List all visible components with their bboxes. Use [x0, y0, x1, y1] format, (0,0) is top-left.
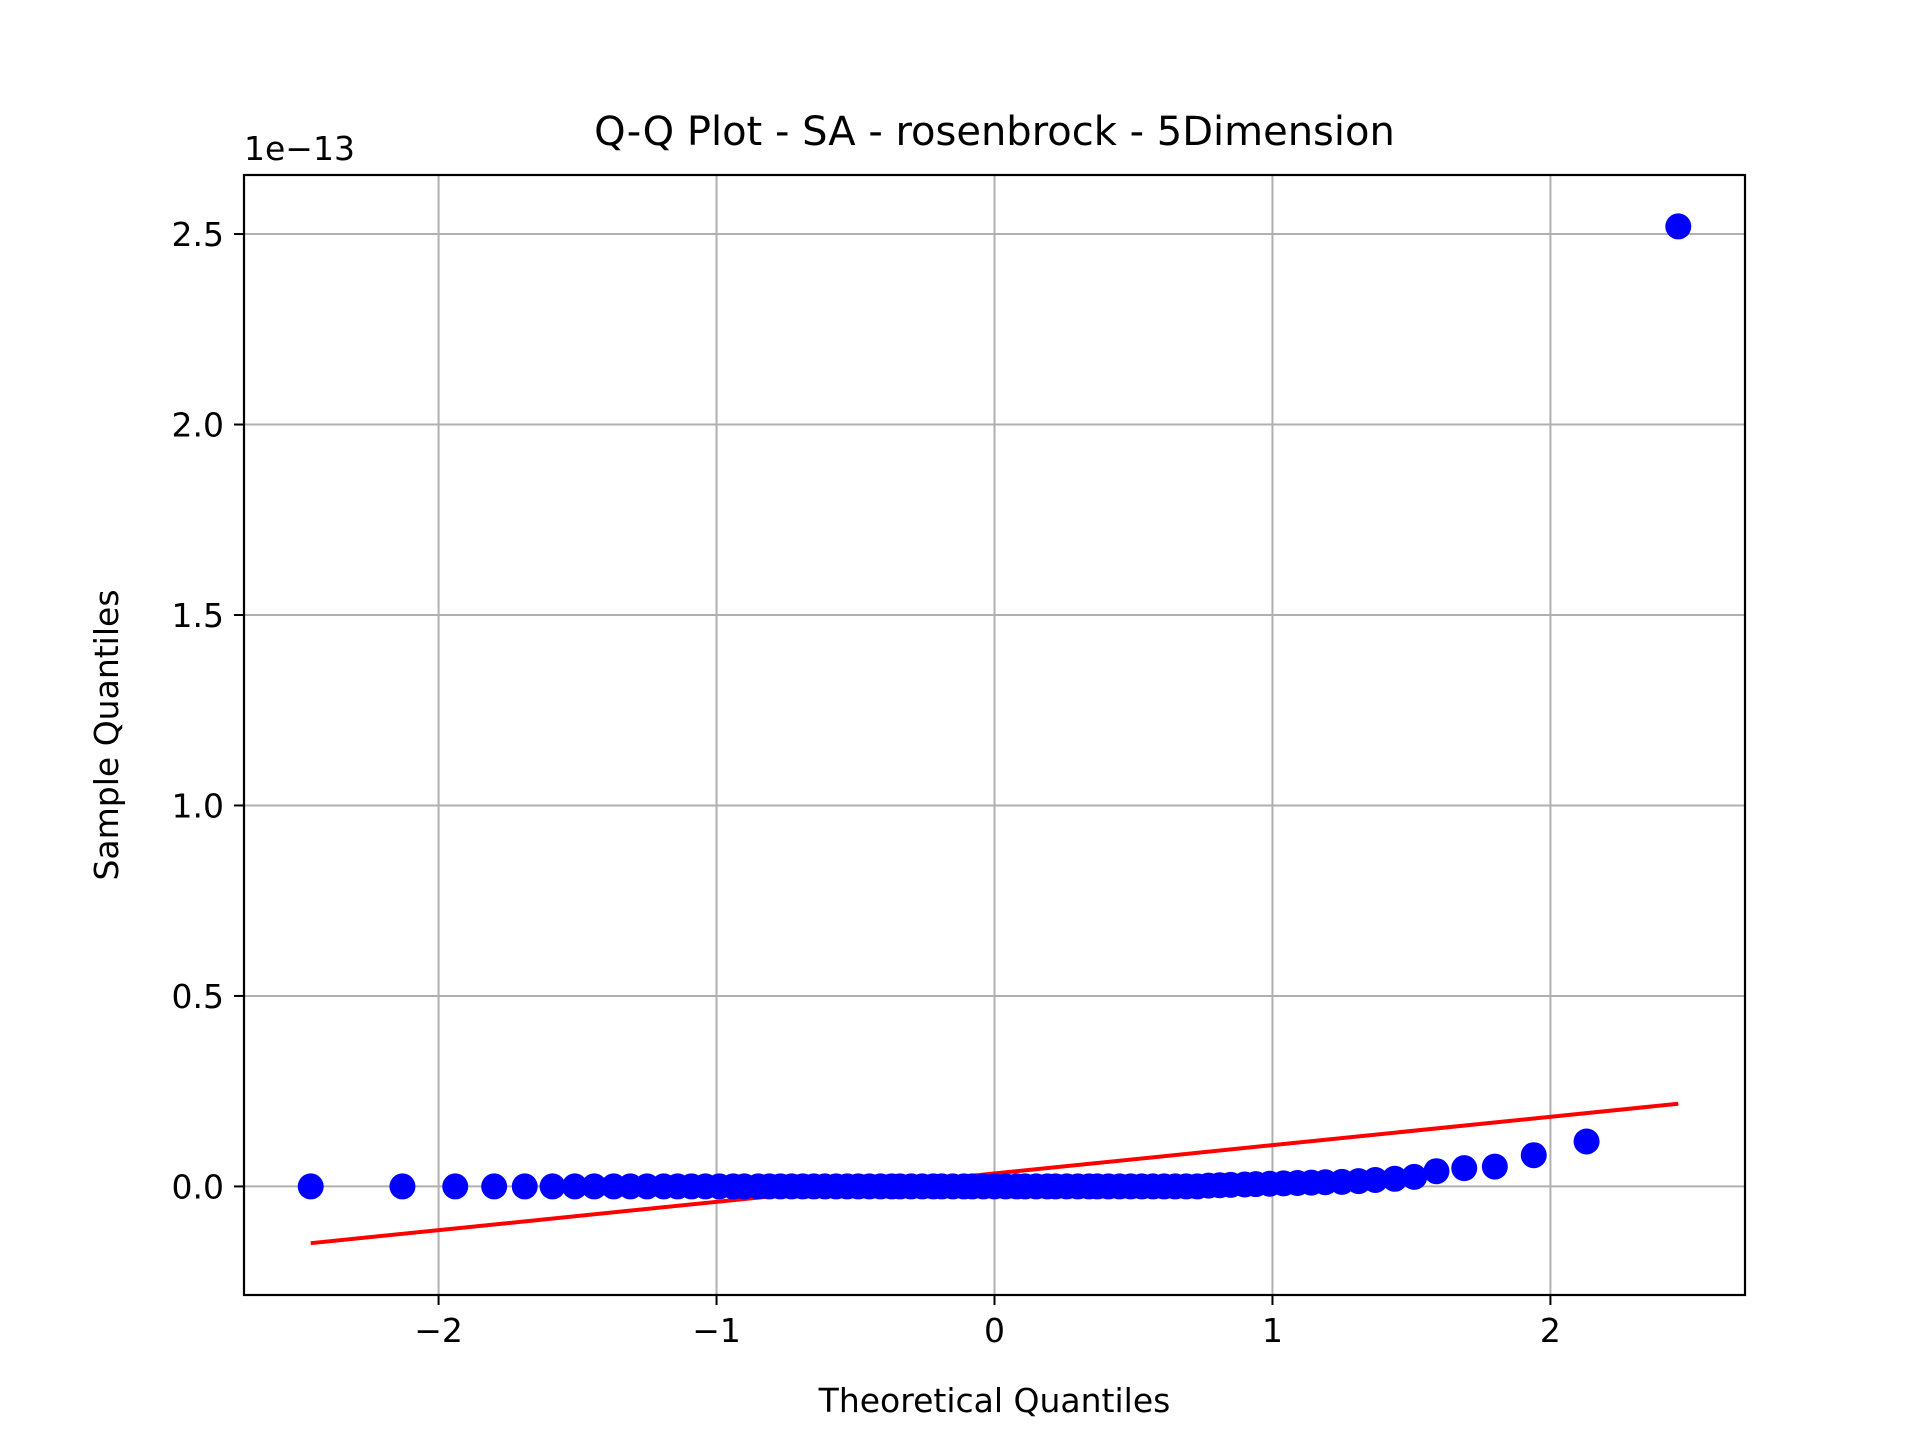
data-point	[561, 1173, 588, 1200]
x-axis-ticks: −2 −1 0 1 2	[414, 1295, 1561, 1350]
y-tick-label: 0.5	[172, 977, 224, 1016]
x-tick-label: 1	[1262, 1311, 1283, 1350]
y-tick-label: 1.5	[172, 596, 224, 635]
data-point	[1481, 1153, 1508, 1180]
y-tick-label: 2.0	[172, 406, 224, 445]
x-tick-label: 0	[984, 1311, 1005, 1350]
y-tick-label: 1.0	[172, 786, 224, 825]
x-axis-label: Theoretical Quantiles	[818, 1381, 1171, 1420]
data-point	[1401, 1163, 1428, 1190]
data-point	[1573, 1128, 1600, 1155]
data-point	[539, 1173, 566, 1200]
data-point	[1665, 213, 1692, 240]
data-point	[442, 1173, 469, 1200]
data-point	[1520, 1142, 1547, 1169]
y-axis-offset-label: 1e−13	[244, 129, 355, 168]
data-point	[481, 1173, 508, 1200]
data-point	[1362, 1166, 1389, 1193]
sample-points	[297, 213, 1692, 1200]
x-tick-label: −1	[692, 1311, 741, 1350]
data-point	[297, 1173, 324, 1200]
y-tick-label: 2.5	[172, 215, 224, 254]
data-point	[389, 1173, 416, 1200]
data-point	[581, 1173, 608, 1200]
data-point	[1381, 1165, 1408, 1192]
x-tick-label: −2	[414, 1311, 463, 1350]
data-point	[1423, 1158, 1450, 1185]
data-point	[511, 1173, 538, 1200]
y-tick-label: 0.0	[172, 1167, 224, 1206]
y-axis-ticks: 0.0 0.5 1.0 1.5 2.0 2.5	[172, 215, 244, 1206]
data-point	[1451, 1155, 1478, 1182]
y-axis-label: Sample Quantiles	[87, 589, 126, 880]
x-tick-label: 2	[1540, 1311, 1561, 1350]
chart-title: Q-Q Plot - SA - rosenbrock - 5Dimension	[594, 109, 1395, 155]
